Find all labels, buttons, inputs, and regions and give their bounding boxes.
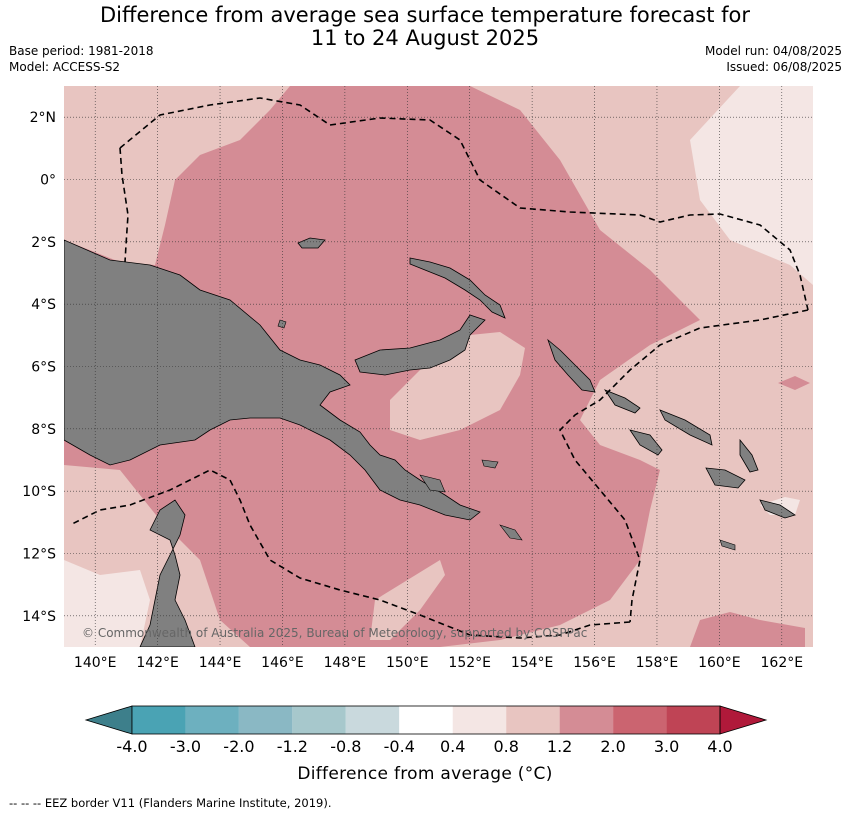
land-islet-5 <box>719 539 736 551</box>
issued-date: Issued: 06/08/2025 <box>726 60 842 74</box>
map-area: © Commonwealth of Australia 2025, Bureau… <box>64 86 813 647</box>
lat-tick-label: 10°S <box>22 484 56 500</box>
lon-tick-label: 162°E <box>761 655 804 671</box>
land-new-georgia <box>629 429 663 456</box>
lat-tick-label: 0° <box>40 173 56 189</box>
colorbar-swatch <box>666 706 720 734</box>
anomaly-fill-0.4-0.8-sw <box>64 560 150 647</box>
lat-tick-label: 2°N <box>30 110 56 126</box>
colorbar-swatch <box>238 706 293 734</box>
lon-axis-labels: 140°E 142°E 144°E 146°E 148°E 150°E 152°E 154°E… <box>74 655 803 671</box>
title-line-1: Difference from average sea surface temp… <box>100 3 750 27</box>
colorbar-tick-label: 1.2 <box>547 737 572 756</box>
colorbar-tick-label: -0.8 <box>330 737 361 756</box>
land-choiseul <box>603 389 641 414</box>
graticule <box>64 86 813 647</box>
base-period: Base period: 1981-2018 <box>9 44 154 58</box>
colorbar-outline <box>131 705 721 735</box>
colorbar-tick-label: 4.0 <box>707 737 732 756</box>
land-new-ireland <box>409 257 506 319</box>
colorbar-tick-label: -4.0 <box>116 737 147 756</box>
colorbar-tick-label: 2.0 <box>600 737 625 756</box>
land-islet-2 <box>481 459 499 469</box>
lat-tick-label: 14°S <box>22 609 56 625</box>
lon-tick-label: 142°E <box>136 655 179 671</box>
colorbar-tick-label: -3.0 <box>170 737 201 756</box>
land-santa-isabel <box>659 409 713 446</box>
land-australia-cape-york <box>139 499 196 647</box>
land-makira <box>759 499 796 519</box>
land-islet-4 <box>277 319 287 329</box>
lon-tick-label: 150°E <box>386 655 429 671</box>
lat-tick-label: 6°S <box>31 360 56 376</box>
lon-tick-label: 158°E <box>636 655 679 671</box>
colorbar-title: Difference from average (°C) <box>297 764 553 784</box>
meta-right: Model run: 04/08/2025 Issued: 06/08/2025 <box>705 43 842 75</box>
colorbar-tick-label: -2.0 <box>223 737 254 756</box>
model-run: Model run: 04/08/2025 <box>704 44 842 58</box>
lat-tick-label: 4°S <box>31 297 56 313</box>
colorbar-swatch <box>613 706 667 734</box>
land-malaita <box>739 438 759 473</box>
lon-tick-label: 154°E <box>511 655 554 671</box>
colorbar-swatch <box>506 706 560 734</box>
lat-tick-label: 8°S <box>31 422 56 438</box>
land-manus <box>297 237 326 249</box>
colorbar-swatch <box>345 706 400 734</box>
land-islet-3 <box>499 524 523 541</box>
meta-left: Base period: 1981-2018 Model: ACCESS-S2 <box>9 43 154 75</box>
colorbar-extend-high <box>719 705 768 735</box>
colorbar-swatch <box>185 706 239 734</box>
colorbar-swatch <box>292 706 346 734</box>
colorbar-tick-label: -0.4 <box>384 737 415 756</box>
eez-border <box>69 97 809 639</box>
land-new-guinea <box>64 239 481 521</box>
footnote: -- -- -- EEZ border V11 (Flanders Marine… <box>9 796 332 810</box>
model-name: Model: ACCESS-S2 <box>9 60 121 74</box>
colorbar-labels: -4.0 -3.0 -2.0 -1.2 -0.8 -0.4 0.4 0.8 1.2 2.0 3.0 4… <box>116 737 732 756</box>
lat-axis-labels: 2°N 0° 2°S 4°S 6°S 8°S 10°S 12°S 14°S <box>22 110 56 625</box>
colorbar-swatch <box>452 706 507 734</box>
lon-tick-label: 152°E <box>448 655 491 671</box>
land-islet-1 <box>419 474 446 493</box>
colorbar-tick-label: 0.4 <box>440 737 465 756</box>
lon-tick-label: 160°E <box>698 655 741 671</box>
lon-tick-label: 144°E <box>199 655 242 671</box>
lat-tick-label: 2°S <box>31 235 56 251</box>
anomaly-fill-0.4-0.8-ne <box>690 86 813 285</box>
colorbar-tick-label: -1.2 <box>277 737 308 756</box>
title-line-2: 11 to 24 August 2025 <box>310 26 540 50</box>
anomaly-fill-small <box>778 376 810 390</box>
colorbar <box>84 705 768 735</box>
land-guadalcanal <box>705 467 746 489</box>
colorbar-tick-label: 3.0 <box>654 737 679 756</box>
lon-tick-label: 156°E <box>573 655 616 671</box>
chart-title: Difference from average sea surface temp… <box>0 4 850 50</box>
copyright-text: © Commonwealth of Australia 2025, Bureau… <box>82 626 587 640</box>
land-bougainville <box>547 338 596 393</box>
colorbar-swatch <box>559 706 614 734</box>
lon-tick-label: 146°E <box>261 655 304 671</box>
colorbar-swatch <box>132 706 186 734</box>
lon-tick-label: 140°E <box>74 655 117 671</box>
colorbar-swatch <box>399 706 453 734</box>
anomaly-pocket-1 <box>390 332 525 440</box>
colorbar-tick-label: 0.8 <box>493 737 518 756</box>
lon-tick-label: 148°E <box>324 655 367 671</box>
lat-tick-label: 12°S <box>22 547 56 563</box>
colorbar-extend-low <box>84 705 133 735</box>
anomaly-fill-se <box>690 612 805 647</box>
